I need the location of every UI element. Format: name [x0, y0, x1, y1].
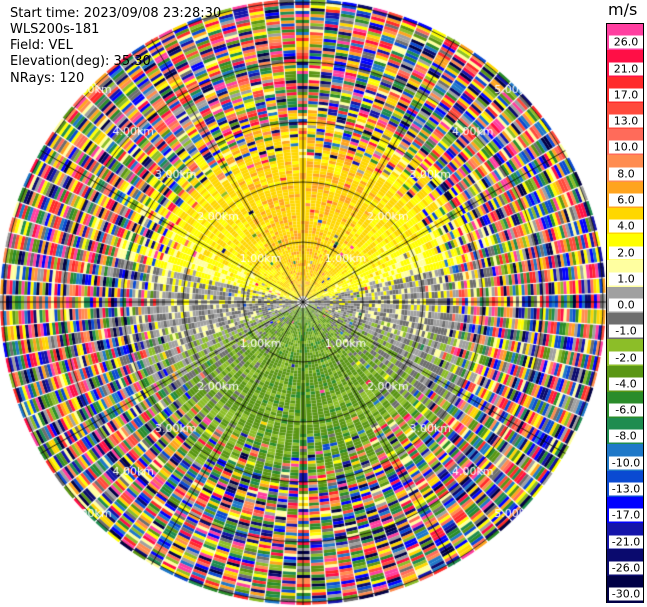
- colorbar-tick-label: -8.0: [609, 429, 643, 443]
- colorbar-tick-label: -4.0: [609, 377, 643, 391]
- colorbar-tick-label: -6.0: [609, 403, 643, 417]
- colorbar-unit-label: m/s: [608, 0, 638, 19]
- colorbar-tick-label: 6.0: [609, 193, 643, 207]
- field-label: Field: VEL: [10, 38, 73, 53]
- instrument-label: WLS200s-181: [10, 22, 100, 37]
- colorbar-tick-label: 17.0: [609, 88, 643, 102]
- colorbar-tick-label: -21.0: [609, 535, 643, 549]
- colorbar-tick-label: -30.0: [609, 587, 643, 601]
- colorbar-tick-label: 0.0: [609, 298, 643, 312]
- colorbar-tick-label: -2.0: [609, 351, 643, 365]
- colorbar-tick-label: -1.0: [609, 324, 643, 338]
- start-time-label: Start time: 2023/09/08 23:28:30: [10, 6, 222, 21]
- colorbar-tick-label: 2.0: [609, 246, 643, 260]
- colorbar-tick-label: -26.0: [609, 561, 643, 575]
- colorbar-tick-label: -13.0: [609, 482, 643, 496]
- colorbar-tick-label: 26.0: [609, 35, 643, 49]
- nrays-label: NRays: 120: [10, 71, 85, 86]
- colorbar-tick-label: 10.0: [609, 140, 643, 154]
- colorbar-tick-label: -10.0: [609, 456, 643, 470]
- elevation-label: Elevation(deg): 35.30: [10, 54, 151, 69]
- colorbar-tick-label: 1.0: [609, 272, 643, 286]
- colorbar-tick-label: 4.0: [609, 219, 643, 233]
- colorbar-tick-label: 13.0: [609, 114, 643, 128]
- colorbar-tick-label: 8.0: [609, 167, 643, 181]
- colorbar-tick-label: 21.0: [609, 62, 643, 76]
- colorbar-tick-label: -17.0: [609, 508, 643, 522]
- colorbar: 26.0 21.0 17.0 13.0 10.0 8.0 6.0 4.0 2.0 1.0 0.0 -1…: [606, 23, 644, 603]
